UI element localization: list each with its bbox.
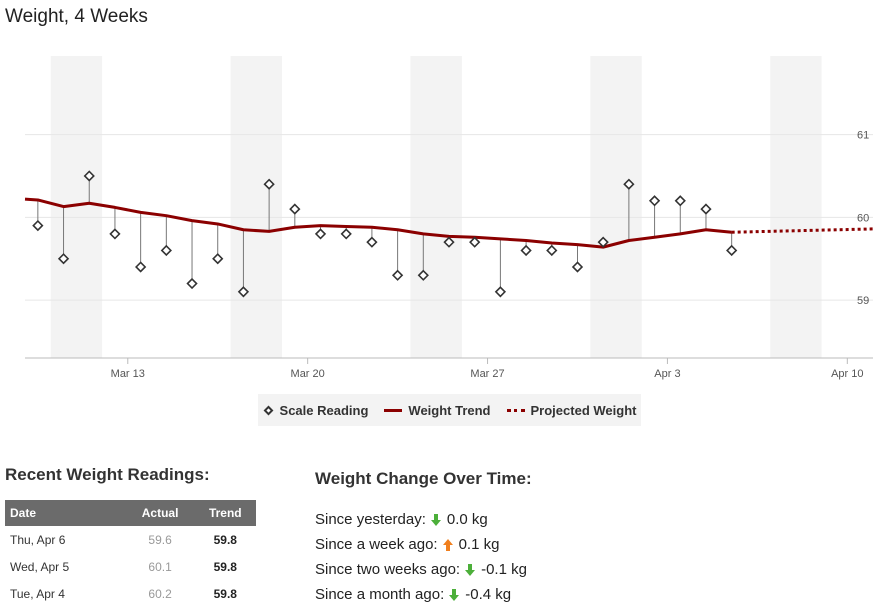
table-row: Wed, Apr 5 60.1 59.8 <box>5 553 256 580</box>
x-tick-label: Mar 20 <box>291 368 325 380</box>
cell-trend: 59.8 <box>213 559 237 574</box>
legend-item-weight-trend[interactable]: Weight Trend <box>384 402 491 418</box>
scale-reading-point <box>314 228 327 240</box>
scale-reading-point <box>186 277 198 290</box>
scale-reading-point <box>726 244 738 257</box>
column-header-trend: Trend <box>194 500 256 526</box>
change-item: Since a week ago: 0.1 kg <box>315 532 527 557</box>
arrow-up-icon <box>442 538 453 551</box>
chart-legend[interactable]: Scale Reading Weight Trend Projected Wei… <box>258 394 641 426</box>
scale-reading-point <box>520 244 532 257</box>
y-tick-label: 59 <box>857 295 869 307</box>
weekend-band <box>590 56 642 358</box>
scale-reading-point <box>57 253 70 265</box>
weight-change-title: Weight Change Over Time: <box>315 469 532 488</box>
arrow-down-icon <box>430 513 441 526</box>
legend-label-scale-reading: Scale Reading <box>279 402 369 418</box>
change-value: -0.4 kg <box>465 586 512 603</box>
table-row: Thu, Apr 6 59.6 59.8 <box>5 526 256 553</box>
scale-reading-point <box>289 203 301 215</box>
scale-reading-point <box>597 236 609 248</box>
cell-date: Tue, Apr 4 <box>10 586 65 601</box>
scale-reading-point <box>83 170 95 182</box>
weight-trend-line <box>24 197 732 249</box>
scale-reading-point <box>571 261 584 273</box>
y-tick-label: 60 <box>857 212 869 224</box>
change-item: Since yesterday: 0.0 kg <box>315 507 527 532</box>
page-title: Weight, 4 Weeks <box>5 6 148 27</box>
change-item: Since two weeks ago: -0.1 kg <box>315 557 527 582</box>
cell-actual: 60.2 <box>148 586 172 601</box>
diamond-marker-icon <box>263 405 273 415</box>
y-tick-label: 61 <box>857 130 869 142</box>
legend-item-scale-reading[interactable]: Scale Reading <box>263 402 369 418</box>
scale-reading-point <box>109 228 121 240</box>
cell-trend: 59.8 <box>213 586 237 601</box>
change-value: -0.1 kg <box>481 561 527 578</box>
scale-reading-point <box>32 219 44 232</box>
change-value: 0.1 kg <box>458 536 500 553</box>
weekend-band <box>770 56 822 358</box>
cell-actual: 60.1 <box>148 559 172 574</box>
scale-reading-point <box>237 286 250 298</box>
weekend-band <box>410 56 462 358</box>
x-tick-label: Apr 10 <box>831 368 863 380</box>
legend-label-projected-weight: Projected Weight <box>530 402 637 418</box>
cell-actual: 59.6 <box>148 532 172 547</box>
legend-item-projected-weight[interactable]: Projected Weight <box>506 402 637 418</box>
scale-reading-point <box>417 269 429 281</box>
arrow-down-icon <box>449 588 460 601</box>
column-header-actual: Actual <box>125 500 195 526</box>
scale-reading-point <box>674 195 686 207</box>
change-value: 0.0 kg <box>446 511 488 528</box>
scale-reading-point <box>160 244 172 257</box>
scale-reading-point <box>546 244 558 257</box>
weekend-band <box>50 56 103 358</box>
x-tick-label: Mar 27 <box>470 368 504 380</box>
change-label: Since a week ago: <box>315 536 438 553</box>
weight-change-list: Since yesterday: 0.0 kg Since a week ago… <box>315 507 527 607</box>
weekend-band <box>230 56 282 358</box>
solid-line-icon <box>384 408 403 412</box>
cell-date: Wed, Apr 5 <box>10 559 70 574</box>
cell-date: Thu, Apr 6 <box>10 532 66 547</box>
scale-reading-point <box>700 203 712 215</box>
scale-reading-point <box>469 236 481 248</box>
change-label: Since a month ago: <box>315 586 445 603</box>
recent-readings-title: Recent Weight Readings: <box>5 465 210 484</box>
scale-reading-point <box>366 236 378 248</box>
change-label: Since two weeks ago: <box>315 561 461 578</box>
change-label: Since yesterday: <box>315 511 426 528</box>
recent-readings-table: Date Actual Trend Thu, Apr 6 59.6 59.8 W… <box>5 500 256 607</box>
scale-reading-point <box>443 236 455 248</box>
change-item: Since a month ago: -0.4 kg <box>315 582 527 607</box>
column-header-date: Date <box>5 500 126 526</box>
scale-reading-point <box>263 178 275 190</box>
scale-reading-point <box>623 178 635 190</box>
table-row: Tue, Apr 4 60.2 59.8 <box>5 580 256 607</box>
cell-trend: 59.8 <box>213 532 237 547</box>
weight-chart: 59 60 61 Mar 13 Mar 20 Mar 27 Apr 3 Apr 10 <box>24 56 874 380</box>
scale-reading-point <box>340 228 352 240</box>
arrow-down-icon <box>465 563 476 576</box>
legend-label-weight-trend: Weight Trend <box>408 402 491 418</box>
scale-reading-point <box>391 269 404 281</box>
scale-reading-point <box>648 195 661 207</box>
x-tick-label: Apr 3 <box>654 368 680 380</box>
table-header-row: Date Actual Trend <box>5 500 256 526</box>
scale-reading-point <box>494 286 507 298</box>
x-tick-label: Mar 13 <box>111 368 145 380</box>
dotted-line-icon <box>506 408 525 412</box>
scale-reading-point <box>135 261 147 273</box>
scale-reading-point <box>212 253 224 265</box>
